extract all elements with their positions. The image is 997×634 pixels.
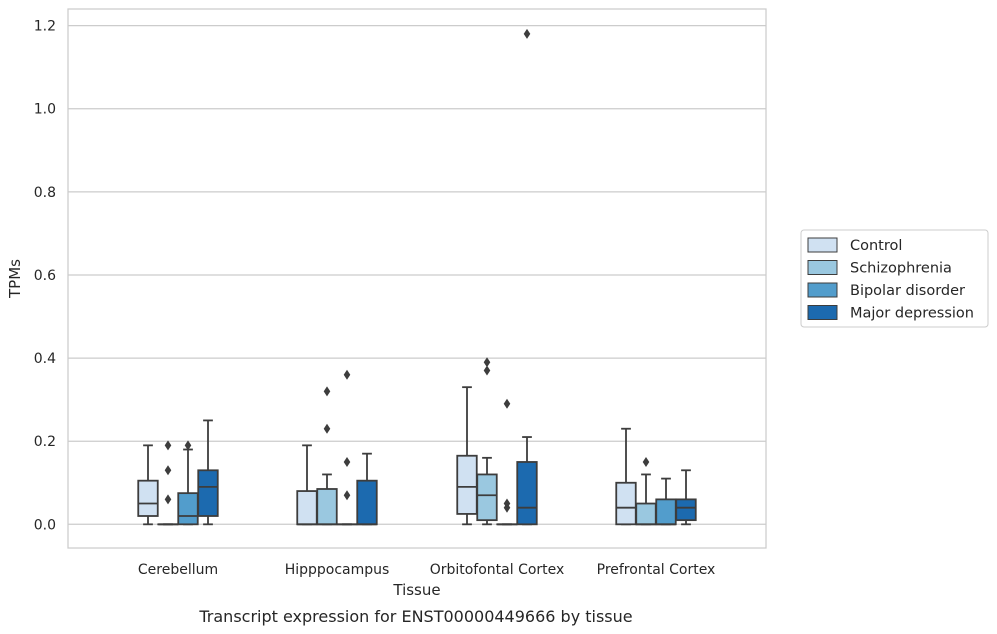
iqr-box: [356, 479, 378, 526]
outlier-point: [523, 28, 531, 39]
iqr-box: [456, 454, 478, 515]
iqr-box: [655, 498, 677, 526]
box-control: [137, 444, 159, 526]
box-schizophrenia: [157, 440, 179, 526]
legend: Control Schizophrenia Bipolar disorder Majo…: [800, 229, 989, 328]
x-tick-label: Hipppocampus: [285, 562, 390, 578]
y-tick-label: 0.0: [34, 517, 56, 533]
legend-label: Major depression: [850, 306, 974, 322]
x-tick-label: Prefrontal Cortex: [597, 562, 716, 578]
iqr-box: [635, 502, 657, 526]
y-tick-label: 1.2: [34, 19, 56, 35]
outlier-point: [184, 440, 192, 451]
box-major-depression: [675, 469, 697, 526]
iqr-box: [137, 479, 159, 517]
box-major-depression: [197, 419, 219, 526]
box-bipolar-disorder: [655, 477, 677, 526]
y-tick-labels: 0.0 0.2 0.4 0.6 0.8 1.0 1.2: [34, 19, 56, 534]
x-tick-label: Cerebellum: [138, 562, 218, 578]
legend-label: Bipolar disorder: [850, 283, 965, 299]
x-tick-labels: Cerebellum Hipppocampus Orbitofontal Corte…: [138, 562, 715, 578]
iqr-box: [296, 490, 318, 526]
outlier-point: [343, 490, 351, 501]
iqr-box: [197, 469, 219, 517]
iqr-box: [516, 461, 538, 526]
legend-swatch: [807, 260, 838, 275]
chart-caption: Transcript expression for ENST0000044966…: [198, 607, 632, 626]
iqr-box: [675, 498, 697, 522]
box-bipolar-disorder: [496, 398, 518, 526]
legend-swatch: [807, 282, 838, 298]
outlier-point: [642, 456, 650, 467]
box-groups: [137, 28, 697, 526]
y-tick-label: 0.4: [34, 351, 56, 367]
plot-frame: [67, 8, 767, 549]
box-control: [296, 444, 318, 526]
y-tick-label: 0.8: [34, 185, 56, 201]
box-major-depression: [516, 28, 538, 526]
box-control: [615, 427, 637, 526]
legend-label: Schizophrenia: [850, 261, 952, 277]
legend-label: Control: [850, 238, 902, 254]
iqr-box: [476, 473, 498, 522]
outlier-point: [503, 498, 511, 509]
outlier-point: [164, 465, 172, 476]
y-tick-label: 0.6: [34, 268, 56, 284]
outlier-point: [164, 440, 172, 451]
outlier-point: [483, 365, 491, 376]
outlier-point: [343, 456, 351, 467]
box-major-depression: [356, 452, 378, 526]
iqr-box: [177, 492, 199, 526]
box-control: [456, 386, 478, 526]
gridlines: [68, 24, 766, 525]
x-tick-label: Orbitofontal Cortex: [430, 562, 565, 578]
y-axis-label: TPMs: [6, 259, 24, 299]
box-schizophrenia: [316, 386, 338, 526]
outlier-point: [323, 386, 331, 397]
outlier-point: [483, 357, 491, 368]
outlier-point: [503, 398, 511, 409]
y-tick-label: 0.2: [34, 434, 56, 450]
outlier-point: [343, 369, 351, 380]
outlier-point: [323, 423, 331, 434]
legend-swatch: [807, 237, 838, 253]
box-schizophrenia: [635, 456, 657, 526]
box-bipolar-disorder: [336, 369, 358, 526]
y-tick-label: 1.0: [34, 102, 56, 118]
iqr-box: [316, 488, 338, 526]
x-axis-label: Tissue: [392, 581, 440, 599]
iqr-box: [615, 481, 637, 526]
legend-swatch: [807, 305, 838, 320]
legend-frame: [800, 229, 989, 328]
outlier-point: [164, 494, 172, 505]
box-bipolar-disorder: [177, 440, 199, 526]
box-schizophrenia: [476, 357, 498, 526]
